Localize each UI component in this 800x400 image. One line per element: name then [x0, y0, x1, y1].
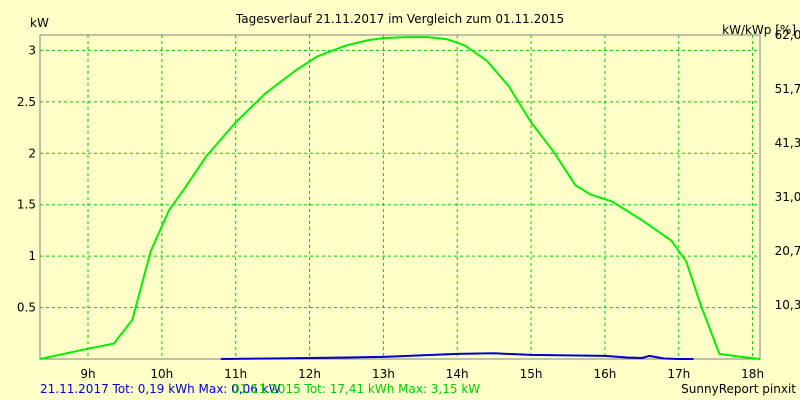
x-tick-label: 13h: [372, 367, 395, 381]
x-tick-label: 14h: [446, 367, 469, 381]
y-tick-label-left: 1: [28, 249, 36, 263]
y-tick-label-left: 1.5: [17, 198, 36, 212]
x-tick-label: 9h: [80, 367, 95, 381]
grid: [40, 35, 760, 359]
x-tick-label: 16h: [593, 367, 616, 381]
series-lines: [39, 36, 761, 360]
footer-series-2017-summary: 21.11.2017 Tot: 0,19 kWh Max: 0,06 kW: [40, 382, 281, 396]
x-tick-label: 18h: [741, 367, 764, 381]
y-tick-label-right: 31,0: [775, 190, 800, 204]
tick-labels: 9h 10h 11h 12h 13h 14h 15h 16h 17h 18h 0.5 1 1.5 2 2.5…: [17, 28, 800, 381]
y-tick-label-right: 51,7: [775, 82, 800, 96]
y-tick-label-left: 0.5: [17, 301, 36, 315]
x-tick-label: 17h: [667, 367, 690, 381]
y-tick-label-right: 10,3: [775, 298, 800, 312]
y-tick-label-left: 3: [28, 43, 36, 57]
y-axis-right-label: kW/kWp [%]: [722, 23, 796, 37]
y-tick-label-left: 2.5: [17, 95, 36, 109]
x-tick-label: 12h: [298, 367, 321, 381]
y-axis-left-label: kW: [30, 16, 49, 30]
y-tick-label-right: 62,0: [775, 28, 800, 42]
plot-border: [39, 34, 761, 360]
y-tick-label-left: 2: [28, 146, 36, 160]
series-line-01-11-2015: [39, 36, 761, 360]
axes: [39, 34, 761, 360]
footer-series-2015-summary: 01.11.2015 Tot: 17,41 kWh Max: 3,15 kW: [232, 382, 480, 396]
series-line-21-11-2017: [220, 352, 694, 360]
x-tick-label: 11h: [224, 367, 247, 381]
footer-credit: SunnyReport pinxit: [681, 382, 796, 396]
chart-title: Tagesverlauf 21.11.2017 im Vergleich zum…: [235, 12, 564, 26]
y-tick-label-right: 41,3: [775, 136, 800, 150]
x-tick-label: 15h: [520, 367, 543, 381]
x-tick-label: 10h: [150, 367, 173, 381]
y-tick-label-right: 20,7: [775, 244, 800, 258]
